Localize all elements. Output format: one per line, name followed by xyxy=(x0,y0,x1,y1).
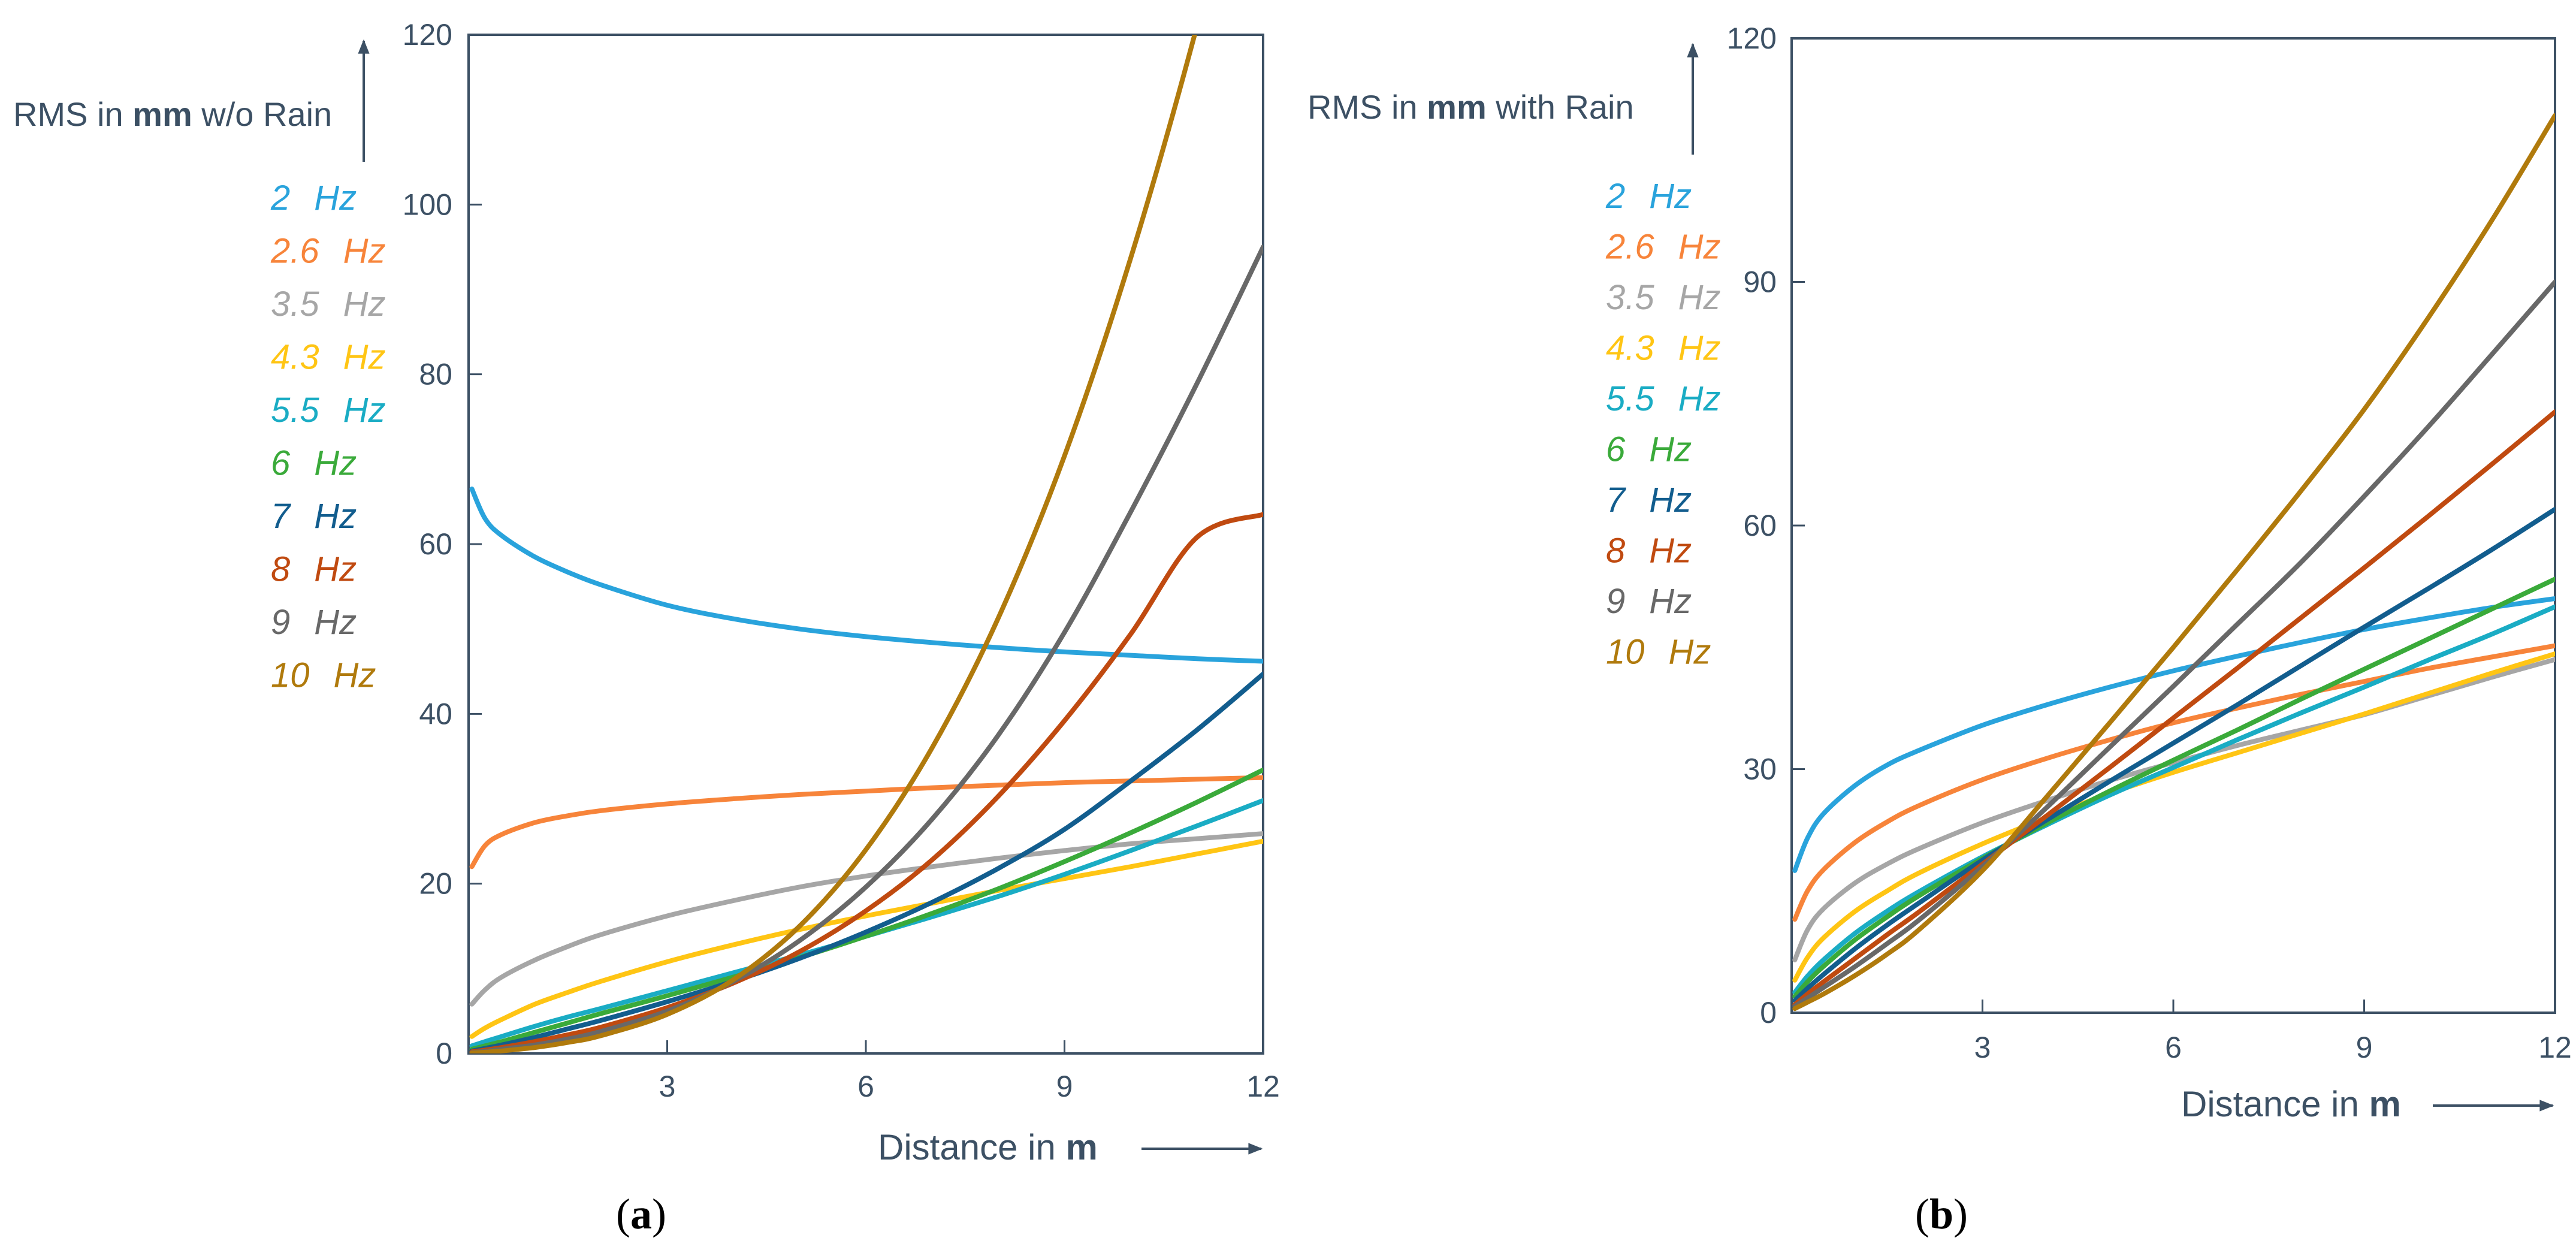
x-tick-label: 9 xyxy=(1056,1070,1073,1103)
series-group xyxy=(1792,113,2555,1012)
legend: 2 Hz 2.6 Hz 3.5 Hz 4.3 Hz 5.5 Hz 6 Hz 7 Hz 8 Hz 9 Hz 10 Hz xyxy=(270,179,386,695)
y-axis-label: RMS in mm w/o Rain xyxy=(13,95,332,133)
plot-frame xyxy=(467,34,1264,1055)
series-line-8-hz xyxy=(469,512,1263,1053)
y-tick-label: 80 xyxy=(419,358,452,391)
legend-entry: 10 Hz xyxy=(1606,633,1711,672)
x-tick-label: 9 xyxy=(2356,1031,2373,1064)
legend-entry: 4.3 Hz xyxy=(1606,329,1721,368)
chart-panel-a: 0 20 40 60 80 100 120 3 6 9 12 RMS in mm w/o Rain Di… xyxy=(13,18,1280,1238)
legend-entry: 9 Hz xyxy=(271,603,357,642)
legend-entry: 7 Hz xyxy=(1606,481,1692,520)
legend-entry: 2.6 Hz xyxy=(270,232,386,271)
chart-panel-b: 0 30 60 90 120 3 6 9 12 RMS in mm with Rain Distan… xyxy=(1307,22,2572,1238)
series-line-2-hz xyxy=(1792,596,2555,873)
series-line-2-hz xyxy=(469,486,1263,664)
legend-entry: 6 Hz xyxy=(271,444,357,483)
series-line-10-hz xyxy=(469,35,1197,1053)
legend-entry: 3.5 Hz xyxy=(1606,278,1721,317)
series-line-9-hz xyxy=(1792,279,2555,1009)
y-axis-label: RMS in mm with Rain xyxy=(1307,88,1634,126)
panel-label: (b) xyxy=(1915,1190,1968,1238)
plot-frame xyxy=(1790,37,2556,1014)
series-line-5-5-hz xyxy=(469,798,1263,1049)
legend-entry: 5.5 Hz xyxy=(1606,379,1721,418)
legend-entry: 8 Hz xyxy=(1606,532,1692,570)
y-tick-label: 0 xyxy=(436,1037,452,1070)
legend-entry: 5.5 Hz xyxy=(271,391,386,430)
y-tick-label: 120 xyxy=(1727,22,1777,55)
legend-entry: 10 Hz xyxy=(271,656,376,695)
x-tick-label: 6 xyxy=(857,1070,874,1103)
legend: 2 Hz 2.6 Hz 3.5 Hz 4.3 Hz 5.5 Hz 6 Hz 7 Hz 8 Hz 9 Hz 10 Hz xyxy=(1605,177,1721,672)
y-tick-label: 60 xyxy=(1743,509,1777,542)
series-group xyxy=(469,35,1263,1053)
x-axis-label: Distance in m xyxy=(2181,1084,2401,1124)
series-line-8-hz xyxy=(1792,409,2555,1007)
panel-label: (a) xyxy=(616,1190,666,1238)
x-axis-label: Distance in m xyxy=(878,1127,1098,1167)
series-line-3-5-hz xyxy=(469,831,1263,1007)
legend-entry: 2.6 Hz xyxy=(1605,228,1721,267)
legend-entry: 2 Hz xyxy=(1605,177,1692,216)
series-line-6-hz xyxy=(1792,576,2555,999)
legend-entry: 8 Hz xyxy=(271,550,357,589)
x-tick-label: 12 xyxy=(2538,1031,2572,1064)
y-tick-label: 0 xyxy=(1760,996,1777,1029)
x-tick-label: 6 xyxy=(2165,1031,2182,1064)
series-line-2-6-hz xyxy=(469,775,1263,869)
series-line-9-hz xyxy=(469,244,1263,1053)
y-tick-label: 90 xyxy=(1743,265,1777,299)
x-tick-label: 3 xyxy=(1974,1031,1991,1064)
legend-entry: 2 Hz xyxy=(270,179,357,218)
series-line-7-hz xyxy=(1792,506,2555,1003)
y-tick-label: 30 xyxy=(1743,753,1777,786)
x-tick-label: 3 xyxy=(659,1070,676,1103)
y-tick-label: 20 xyxy=(419,867,452,901)
legend-entry: 4.3 Hz xyxy=(271,338,386,377)
legend-entry: 6 Hz xyxy=(1606,430,1692,469)
series-line-2-6-hz xyxy=(1792,643,2555,922)
legend-entry: 7 Hz xyxy=(271,497,357,536)
series-line-7-hz xyxy=(469,671,1263,1053)
series-line-4-3-hz xyxy=(1792,651,2555,983)
series-line-5-5-hz xyxy=(1792,604,2555,995)
y-tick-label: 60 xyxy=(419,527,452,561)
y-tick-label: 100 xyxy=(403,188,452,221)
y-tick-label: 120 xyxy=(403,18,452,52)
x-tick-label: 12 xyxy=(1246,1070,1280,1103)
series-line-10-hz xyxy=(1792,113,2555,1012)
y-tick-label: 40 xyxy=(419,697,452,730)
legend-entry: 9 Hz xyxy=(1606,582,1692,621)
series-line-4-3-hz xyxy=(469,838,1263,1039)
legend-entry: 3.5 Hz xyxy=(271,285,386,324)
